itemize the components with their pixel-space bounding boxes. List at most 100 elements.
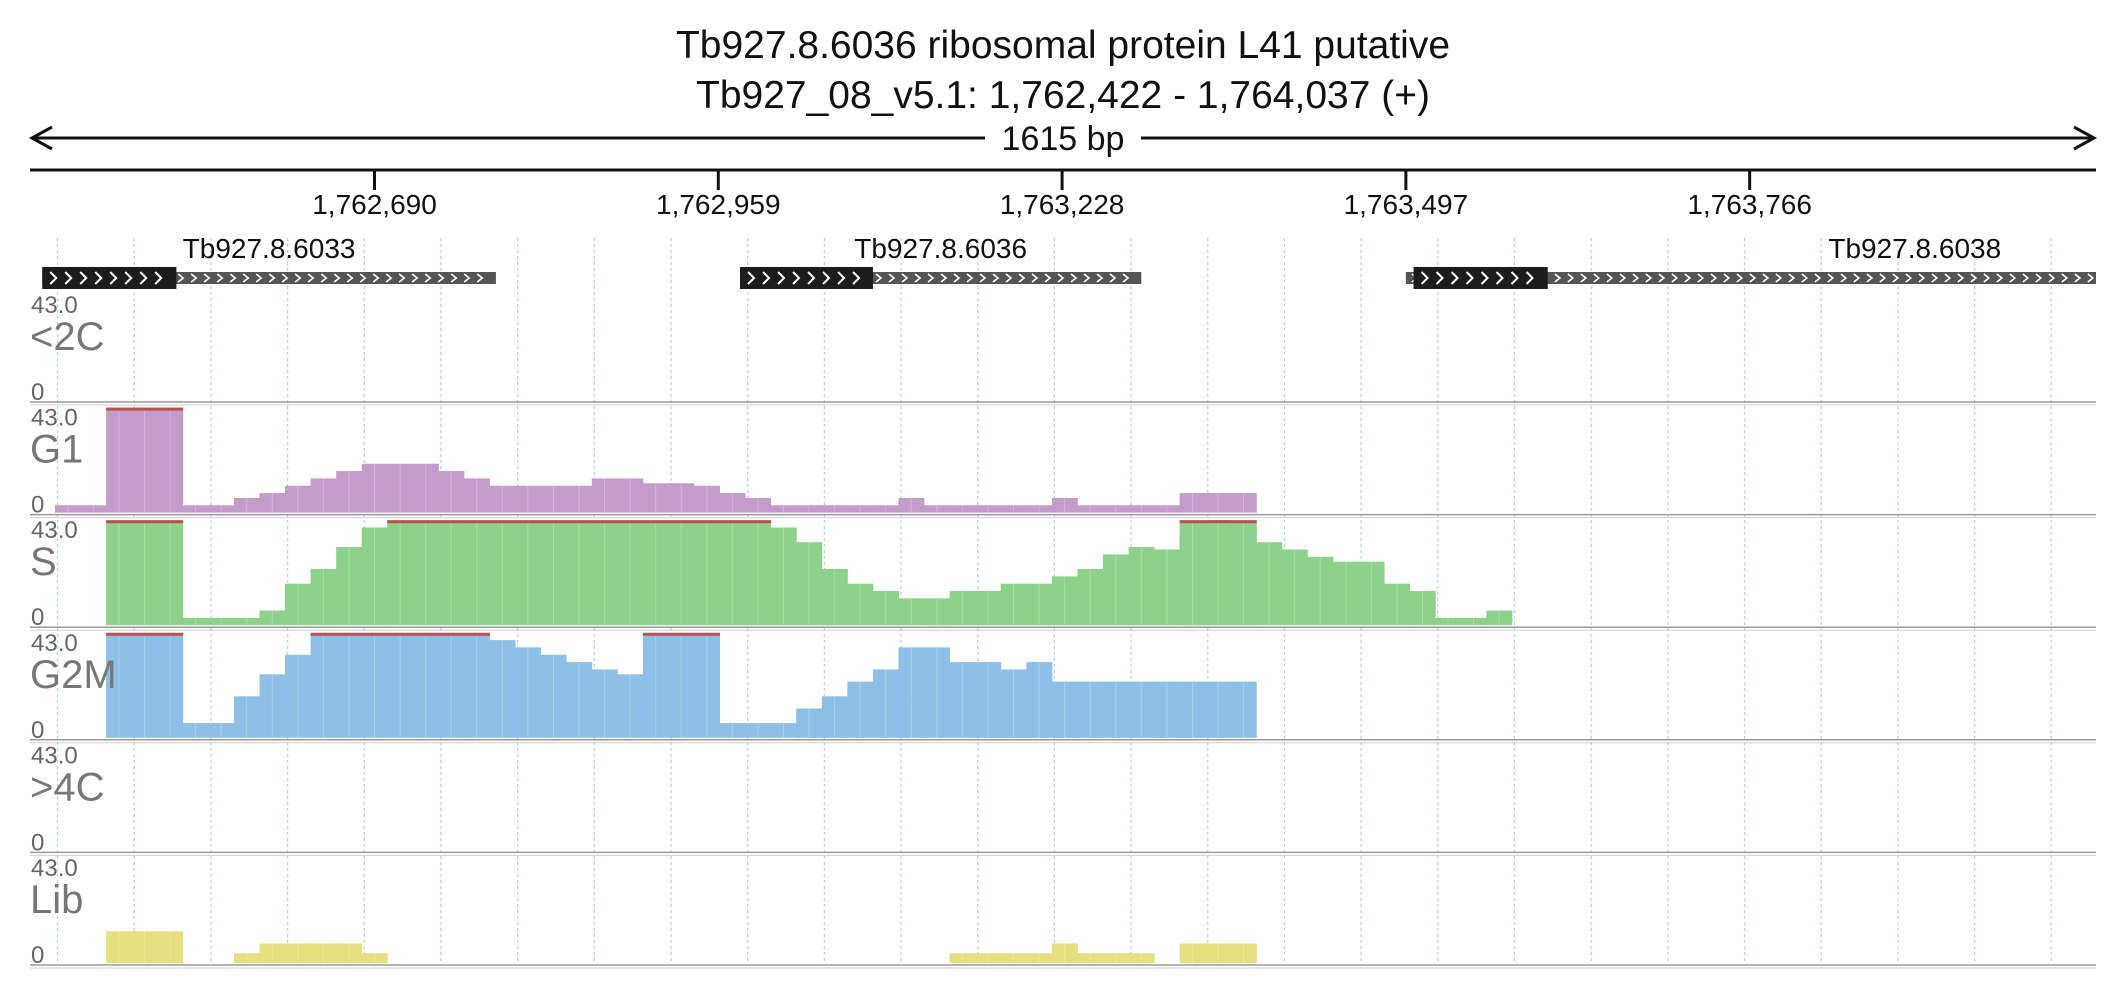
strand-chevron-icon xyxy=(1554,273,1562,283)
strand-chevron-icon xyxy=(747,271,756,285)
strand-chevron-icon xyxy=(124,271,133,285)
clip-indicator xyxy=(131,520,158,524)
x-tick-label: 1,762,959 xyxy=(656,189,781,220)
clip-indicator xyxy=(1179,520,1206,524)
coverage-bar xyxy=(310,478,337,513)
clip-indicator xyxy=(131,632,158,636)
strand-chevron-icon xyxy=(875,273,883,283)
coverage-bar xyxy=(336,471,363,513)
track-0: 43.0 0 <2C xyxy=(30,292,2096,406)
strand-chevron-icon xyxy=(792,271,801,285)
track-name: S xyxy=(30,540,57,584)
coverage-bar xyxy=(182,617,209,626)
strand-chevron-icon xyxy=(1775,273,1783,283)
clip-indicator xyxy=(1230,520,1257,524)
coverage-bar xyxy=(694,632,720,738)
coverage-bar xyxy=(566,520,593,626)
x-tick-label: 1,762,690 xyxy=(312,189,437,220)
y-min-label: 0 xyxy=(31,717,44,744)
coverage-bar xyxy=(131,632,158,738)
coverage-bar xyxy=(694,520,720,626)
coverage-bar xyxy=(719,723,746,738)
track-name: <2C xyxy=(30,315,105,359)
strand-chevron-icon xyxy=(139,271,148,285)
clip-indicator xyxy=(387,632,414,636)
clip-indicator xyxy=(157,407,184,411)
arrow-left-icon xyxy=(28,125,53,151)
strand-chevron-icon xyxy=(2022,273,2030,283)
coverage-bar xyxy=(1077,569,1104,626)
clip-indicator xyxy=(642,632,669,636)
coverage-bar xyxy=(463,478,490,513)
coverage-bar xyxy=(336,632,363,738)
strand-chevron-icon xyxy=(94,271,103,285)
coverage-bar xyxy=(259,674,286,738)
coverage-bar xyxy=(1077,505,1104,513)
track-3: 43.0 0 G2M xyxy=(30,630,2096,744)
strand-chevron-icon xyxy=(1931,273,1939,283)
coverage-bar xyxy=(157,931,184,963)
coverage-bar xyxy=(668,632,695,738)
strand-chevron-icon xyxy=(953,273,961,283)
coverage-bar xyxy=(259,493,286,513)
coverage-bar xyxy=(182,505,209,513)
y-max-label: 43.0 xyxy=(31,517,78,544)
coverage-bar xyxy=(387,520,414,626)
coverage-bar xyxy=(1230,520,1257,626)
coverage-bar xyxy=(1077,953,1104,963)
coverage-bar xyxy=(642,520,669,626)
strand-chevron-icon xyxy=(1853,273,1861,283)
coverage-bar xyxy=(463,632,490,738)
coverage-bar xyxy=(1102,953,1129,963)
coverage-bar xyxy=(566,485,593,513)
coverage-bar xyxy=(361,527,388,626)
strand-chevron-icon xyxy=(1070,273,1078,283)
strand-chevron-icon xyxy=(1096,273,1104,283)
coverage-bar xyxy=(1307,556,1334,626)
coverage-bar xyxy=(208,617,235,626)
strand-chevron-icon xyxy=(1580,273,1588,283)
strand-chevron-icon xyxy=(1450,271,1459,285)
strand-chevron-icon xyxy=(255,273,263,283)
gene-label: Tb927.8.6033 xyxy=(183,233,356,264)
coverage-tracks: 43.00<2C43.00G143.00S43.00G2M43.00>4C43.… xyxy=(30,292,2096,969)
coverage-bar xyxy=(233,696,260,738)
strand-chevron-icon xyxy=(992,273,1000,283)
y-max-label: 43.0 xyxy=(31,292,78,319)
strand-chevron-icon xyxy=(2048,273,2056,283)
coverage-bar xyxy=(617,478,644,513)
coverage-bar xyxy=(438,471,465,513)
strand-chevron-icon xyxy=(1801,273,1809,283)
strand-chevron-icon xyxy=(1671,273,1679,283)
coverage-bar xyxy=(157,632,184,738)
strand-chevron-icon xyxy=(940,273,948,283)
coverage-bar xyxy=(310,569,337,626)
strand-chevron-icon xyxy=(307,273,315,283)
coverage-bar xyxy=(489,640,516,738)
coverage-bar xyxy=(924,505,951,513)
clip-indicator xyxy=(157,632,184,636)
y-min-label: 0 xyxy=(31,942,44,969)
coverage-bar xyxy=(157,520,184,626)
coverage-bar xyxy=(1333,561,1359,626)
strand-chevron-icon xyxy=(177,273,185,283)
strand-chevron-icon xyxy=(966,273,974,283)
coverage-bar xyxy=(821,505,848,513)
clip-indicator xyxy=(157,520,184,524)
strand-chevron-icon xyxy=(1122,273,1130,283)
coverage-bar xyxy=(106,520,133,626)
gene-cds xyxy=(42,267,177,289)
coverage-bar xyxy=(796,708,823,738)
coverage-bar xyxy=(898,617,925,626)
coverage-bar xyxy=(1409,591,1436,626)
strand-chevron-icon xyxy=(1762,273,1770,283)
coverage-bar xyxy=(847,708,874,738)
coverage-bar xyxy=(1230,943,1257,963)
y-max-label: 43.0 xyxy=(31,742,78,769)
coverage-bar xyxy=(106,931,133,963)
strand-chevron-icon xyxy=(2061,273,2069,283)
strand-chevron-icon xyxy=(1957,273,1965,283)
strand-chevron-icon xyxy=(463,273,471,283)
coverage-bar xyxy=(591,520,618,626)
